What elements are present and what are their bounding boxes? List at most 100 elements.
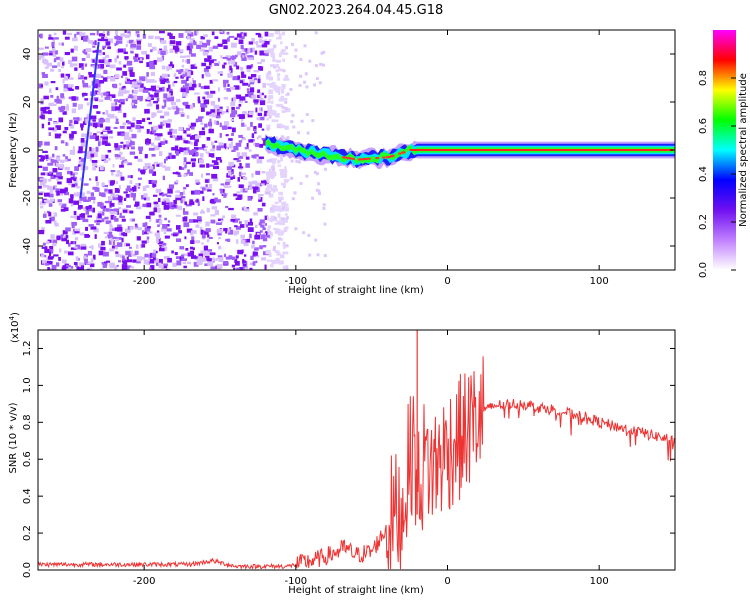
heatmap-noise-cell (183, 187, 187, 190)
heatmap-noise-cell (57, 181, 62, 185)
heatmap-noise-cell (103, 251, 109, 257)
heatmap-noise-cell (45, 154, 49, 159)
heatmap-noise-cell (93, 200, 96, 204)
heatmap-noise-cell (162, 263, 168, 267)
heatmap-noise-cell (95, 176, 98, 182)
heatmap-noise-cell (48, 193, 54, 198)
heatmap-noise-cell (43, 213, 47, 218)
heatmap-noise-cell (48, 37, 54, 40)
heatmap-noise-cell (283, 217, 288, 222)
heatmap-noise-cell (234, 258, 238, 264)
heatmap-noise-cell (203, 149, 207, 152)
heatmap-noise-cell (275, 69, 279, 73)
heatmap-noise-cell (285, 213, 288, 216)
heatmap-noise-cell (99, 80, 104, 84)
heatmap-noise-cell (182, 85, 189, 90)
heatmap-noise-cell (225, 229, 228, 234)
heatmap-noise-cell (95, 146, 99, 152)
heatmap-noise-cell (53, 65, 58, 68)
heatmap-noise-cell (200, 257, 207, 262)
heatmap-noise-cell (264, 39, 267, 42)
heatmap-noise-cell (259, 92, 264, 96)
heatmap-noise-cell (131, 81, 138, 85)
heatmap-noise-cell (104, 236, 110, 239)
heatmap-noise-cell (88, 208, 93, 212)
heatmap-noise-cell (258, 66, 262, 70)
heatmap-noise-cell (246, 69, 251, 72)
heatmap-noise-cell (142, 230, 145, 235)
heatmap-noise-cell (242, 138, 246, 141)
heatmap-noise-cell (161, 105, 165, 109)
heatmap-noise-cell (213, 162, 219, 166)
heatmap-noise-cell (205, 151, 210, 154)
heatmap-noise-cell (124, 34, 130, 39)
heatmap-noise-cell (205, 221, 210, 227)
heatmap-noise-cell (148, 121, 152, 125)
heatmap-noise-cell (275, 258, 280, 261)
heatmap-noise-cell (68, 123, 72, 126)
heatmap-noise-cell (160, 115, 165, 119)
heatmap-noise-cell (204, 58, 207, 61)
heatmap-noise-cell (291, 113, 295, 117)
heatmap-noise-cell (196, 260, 203, 266)
heatmap-noise-cell (153, 249, 156, 254)
heatmap-noise-cell (39, 201, 46, 205)
heatmap-noise-cell (216, 264, 223, 269)
heatmap-noise-cell (144, 253, 149, 258)
heatmap-noise-cell (164, 158, 166, 164)
heatmap-noise-cell (120, 33, 125, 37)
heatmap-noise-cell (114, 143, 119, 148)
heatmap-noise-cell (305, 85, 309, 89)
heatmap-noise-cell (245, 94, 249, 97)
heatmap-noise-cell (122, 232, 128, 237)
heatmap-noise-cell (214, 140, 218, 143)
heatmap-noise-cell (174, 145, 179, 150)
heatmap-noise-cell (248, 183, 253, 187)
heatmap-noise-cell (38, 229, 45, 235)
snr-frame (37, 329, 676, 571)
heatmap-noise-cell (192, 151, 198, 157)
heatmap-noise-cell (276, 37, 282, 40)
heatmap-noise-cell (228, 229, 234, 235)
heatmap-noise-cell (121, 161, 124, 166)
heatmap-noise-cell (180, 199, 183, 204)
heatmap-noise-cell (129, 188, 134, 193)
heatmap-noise-cell (268, 225, 271, 228)
heatmap-noise-cell (67, 60, 72, 65)
heatmap-noise-cell (114, 227, 119, 232)
heatmap-noise-cell (210, 59, 214, 64)
heatmap-noise-cell (89, 135, 96, 140)
heatmap-noise-cell (87, 85, 91, 89)
heatmap-noise-cell (284, 78, 290, 81)
heatmap-noise-cell (164, 235, 170, 239)
heatmap-noise-cell (197, 256, 203, 261)
snr-x-ticks: -200 -100 0 100 (133, 330, 609, 587)
heatmap-noise-cell (75, 183, 78, 187)
heatmap-noise-cell (130, 266, 134, 269)
heatmap-noise-cell (118, 198, 122, 203)
heatmap-noise-cell (88, 196, 91, 202)
heatmap-noise-cell (146, 62, 151, 67)
heatmap-noise-cell (193, 41, 197, 46)
heatmap-noise-cell (208, 153, 215, 157)
heatmap-noise-cell (191, 78, 194, 82)
heatmap-noise-cell (166, 194, 172, 198)
heatmap-noise-cell (129, 226, 134, 230)
heatmap-noise-cell (94, 220, 99, 223)
heatmap-noise-cell (51, 159, 57, 163)
heatmap-noise-cell (112, 164, 115, 168)
heatmap-noise-cell (241, 122, 245, 127)
heatmap-noise-cell (108, 234, 114, 239)
heatmap-noise-cell (189, 135, 195, 140)
heatmap-noise-cell (83, 199, 89, 202)
heatmap-noise-cell (60, 234, 64, 240)
heatmap-noise-cell (134, 156, 138, 159)
heatmap-noise-cell (127, 31, 131, 34)
heatmap-noise-cell (61, 266, 67, 270)
heatmap-noise-cell (322, 206, 326, 210)
heatmap-noise-cell (269, 207, 275, 213)
heatmap-noise-cell (120, 75, 124, 79)
heatmap-noise-cell (151, 46, 157, 51)
heatmap-noise-cell (74, 231, 80, 234)
heatmap-noise-cell (60, 208, 66, 212)
